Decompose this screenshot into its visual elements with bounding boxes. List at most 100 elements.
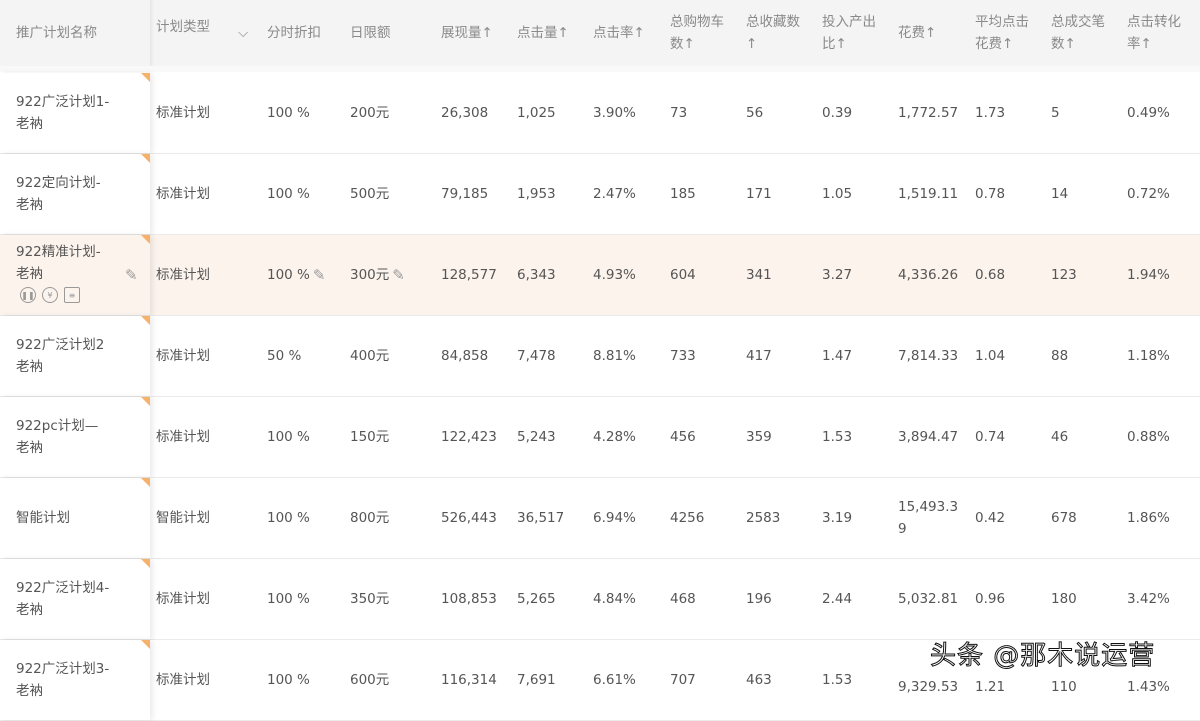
marker-triangle <box>141 559 150 568</box>
cell-fav: 196 <box>746 559 772 639</box>
cell-text: 标准计划 <box>156 267 210 283</box>
table-row[interactable]: 922广泛计划4- 老衲 标准计划 100 % 350元 108,853 5,265 4.8… <box>0 559 1200 640</box>
table-row[interactable]: 922广泛计划1- 老衲 标准计划 100 % 200元 26,308 1,025 3.90… <box>0 73 1200 154</box>
cell-cvr: 1.43% <box>1127 640 1170 698</box>
cell-orders: 14 <box>1051 154 1068 234</box>
cell-name[interactable]: 922广泛计划1- 老衲 <box>16 73 109 153</box>
header-label: 总收藏数 ↑ <box>746 14 800 52</box>
edit-pencil-icon[interactable]: ✎ <box>312 266 326 284</box>
cell-text: 7,691 <box>517 672 556 688</box>
cell-roi: 2.44 <box>822 559 852 639</box>
cell-text: 1.47 <box>822 348 853 364</box>
cell-text: 5,265 <box>517 591 556 607</box>
cell-limit: 150元 <box>350 397 389 477</box>
cell-text: 1.94% <box>1127 267 1170 283</box>
no-budget-icon[interactable]: ¥ <box>42 287 58 303</box>
cell-limit: 400元 <box>350 316 389 396</box>
cell-text: 185 <box>670 186 696 202</box>
cell-text: 4.28% <box>593 429 636 445</box>
edit-pencil-icon[interactable]: ✎ <box>392 266 405 284</box>
cell-text: 6.61% <box>593 672 636 688</box>
cell-text: 6.94% <box>593 510 636 526</box>
cell-name[interactable]: 922pc计划— 老衲 <box>16 397 98 477</box>
header-label: 投入产出 比↑ <box>822 14 876 52</box>
edit-name-pencil-icon[interactable]: ✎ <box>125 266 138 284</box>
cell-text: 26,308 <box>441 105 489 121</box>
table-row[interactable]: 922广泛计划2 老衲 标准计划 50 % 400元 84,858 7,478 8.81% 7… <box>0 316 1200 397</box>
header-fav[interactable]: 总收藏数 ↑ <box>746 0 800 66</box>
table-row[interactable]: 智能计划 智能计划 100 % 800元 526,443 36,517 6.94% 4256 2… <box>0 478 1200 559</box>
cell-text: 0.39 <box>822 105 853 121</box>
cell-text: 36,517 <box>517 510 565 526</box>
cell-text: 0.96 <box>975 591 1006 607</box>
report-clipboard-icon[interactable]: ≡ <box>64 287 80 303</box>
cell-name[interactable]: 922广泛计划2 老衲 <box>16 316 104 396</box>
cell-cvr: 3.42% <box>1127 559 1170 639</box>
header-cpc[interactable]: 平均点击 花费↑ <box>975 0 1029 66</box>
header-cvr[interactable]: 点击转化 率↑ <box>1127 0 1181 66</box>
cell-text: 733 <box>670 348 696 364</box>
header-roi[interactable]: 投入产出 比↑ <box>822 0 876 66</box>
cell-text: 100 % <box>267 267 310 283</box>
cell-orders: 180 <box>1051 559 1077 639</box>
cell-text: 智能计划 <box>156 510 210 526</box>
header-limit: 日限额 <box>350 0 391 66</box>
header-cart[interactable]: 总购物车 数↑ <box>670 0 724 66</box>
cell-impressions: 79,185 <box>441 154 488 234</box>
cell-text: 100 % <box>267 105 310 121</box>
cell-cpc: 1.21 <box>975 640 1005 698</box>
cell-cart: 604 <box>670 235 696 315</box>
cell-text: 110 <box>1051 679 1077 695</box>
cell-text: 456 <box>670 429 696 445</box>
cell-text: 56 <box>746 105 764 121</box>
cell-impressions: 122,423 <box>441 397 497 477</box>
cell-clicks: 7,691 <box>517 640 556 720</box>
cell-name[interactable]: 922精准计划- 老衲 <box>16 235 101 285</box>
cell-limit: 500元 <box>350 154 389 234</box>
cell-orders: 678 <box>1051 478 1077 558</box>
cell-name[interactable]: 922广泛计划4- 老衲 <box>16 559 109 639</box>
cell-name[interactable]: 922广泛计划3- 老衲 <box>16 640 109 720</box>
header-orders[interactable]: 总成交笔 数↑ <box>1051 0 1105 66</box>
cell-text: 922精准计划- 老衲 <box>16 244 101 282</box>
cell-cvr: 1.86% <box>1127 478 1170 558</box>
header-impressions[interactable]: 展现量↑ <box>441 0 493 66</box>
cell-text: 5,243 <box>517 429 556 445</box>
cell-text: 196 <box>746 591 772 607</box>
cell-text: 1,953 <box>517 186 556 202</box>
cell-text: 707 <box>670 672 696 688</box>
cell-text: 84,858 <box>441 348 489 364</box>
header-label: 点击量↑ <box>517 25 569 41</box>
table-row[interactable]: 922pc计划— 老衲 标准计划 100 % 150元 122,423 5,243 4.28… <box>0 397 1200 478</box>
header-ctr[interactable]: 点击率↑ <box>593 0 645 66</box>
cell-text: 2.47% <box>593 186 636 202</box>
cell-fav: 417 <box>746 316 772 396</box>
table-row[interactable]: 922定向计划- 老衲 标准计划 100 % 500元 79,185 1,953 2.47%… <box>0 154 1200 235</box>
header-type[interactable]: 计划类型 <box>156 0 210 60</box>
cell-clicks: 1,025 <box>517 73 556 153</box>
cell-roi: 1.53 <box>822 640 852 720</box>
cell-text: 922pc计划— 老衲 <box>16 418 99 456</box>
cell-clicks: 6,343 <box>517 235 556 315</box>
header-spend[interactable]: 花费↑ <box>898 0 936 66</box>
cell-discount: 100 % <box>267 154 310 234</box>
cell-cart: 73 <box>670 73 687 153</box>
cell-text: 1.18% <box>1127 348 1170 364</box>
table-row[interactable]: 922精准计划- 老衲 标准计划 100 % ✎ 300元 ✎ 128,577 6,343 4.… <box>0 235 1200 316</box>
cell-text: 2583 <box>746 510 781 526</box>
cell-text: 922广泛计划1- 老衲 <box>16 94 110 132</box>
marker-triangle <box>141 316 150 325</box>
cell-text: 341 <box>746 267 772 283</box>
marker-triangle <box>141 235 150 244</box>
cell-type: 智能计划 <box>156 478 210 558</box>
cell-text: 100 % <box>267 510 310 526</box>
cell-discount: 100 % <box>267 559 310 639</box>
chevron-down-icon[interactable]: ⌵ <box>238 25 249 41</box>
header-clicks[interactable]: 点击量↑ <box>517 0 569 66</box>
cell-name[interactable]: 智能计划 <box>16 478 70 558</box>
cell-name[interactable]: 922定向计划- 老衲 <box>16 154 101 234</box>
cell-text: 350元 <box>350 591 390 607</box>
pause-icon[interactable]: ❚❚ <box>20 287 36 303</box>
cell-fav: 2583 <box>746 478 780 558</box>
cell-text: 0.88% <box>1127 429 1170 445</box>
